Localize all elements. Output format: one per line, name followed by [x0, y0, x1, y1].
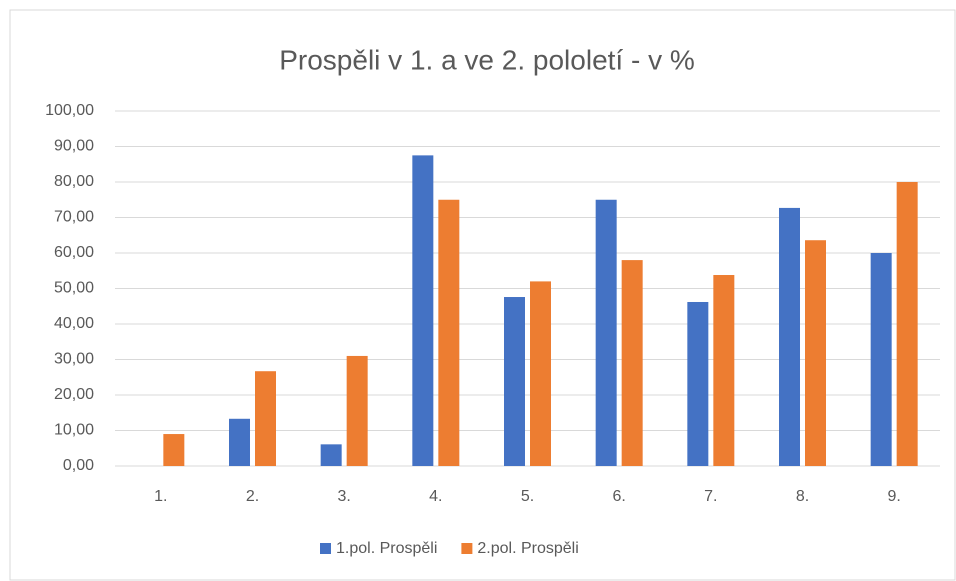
y-tick-label: 90,00: [54, 138, 94, 155]
y-tick-label: 60,00: [54, 244, 94, 261]
bar: [530, 281, 551, 466]
bar: [163, 434, 185, 466]
bar: [621, 260, 643, 466]
bar: [412, 155, 434, 466]
x-tick-label: 8.: [796, 488, 809, 505]
bar: [320, 444, 342, 466]
bar: [687, 301, 709, 466]
x-tick-label: 3.: [337, 488, 350, 505]
y-tick-label: 20,00: [54, 386, 94, 403]
y-tick-label: 100,00: [45, 102, 94, 119]
bar: [346, 355, 368, 466]
bar: [229, 418, 250, 466]
y-tick-label: 30,00: [54, 351, 94, 368]
legend-label: 1.pol. Prospěli: [336, 540, 437, 557]
bar: [779, 207, 800, 467]
x-tick-label: 7.: [704, 488, 717, 505]
x-tick-label: 1.: [154, 488, 167, 505]
bar: [713, 275, 735, 466]
legend-swatch: [320, 543, 331, 554]
y-tick-label: 80,00: [54, 173, 94, 190]
y-tick-label: 40,00: [54, 315, 94, 332]
bar: [595, 199, 617, 466]
bar: [504, 297, 525, 466]
legend-label: 2.pol. Prospěli: [477, 540, 578, 557]
legend-swatch: [461, 543, 473, 554]
y-tick-label: 50,00: [54, 280, 94, 297]
chart-title: Prospěli v 1. a ve 2. pololetí - v %: [279, 44, 695, 75]
x-tick-label: 9.: [887, 488, 900, 505]
x-tick-label: 2.: [246, 488, 259, 505]
x-tick-label: 5.: [521, 488, 534, 505]
bar: [438, 199, 460, 466]
x-tick-label: 6.: [612, 488, 625, 505]
y-tick-label: 0,00: [63, 457, 94, 474]
y-tick-label: 10,00: [54, 422, 94, 439]
x-tick-label: 4.: [429, 488, 442, 505]
bar: [805, 240, 826, 466]
y-tick-label: 70,00: [54, 209, 94, 226]
bar: [896, 182, 918, 466]
bar: [870, 253, 892, 466]
bar: [255, 371, 276, 466]
